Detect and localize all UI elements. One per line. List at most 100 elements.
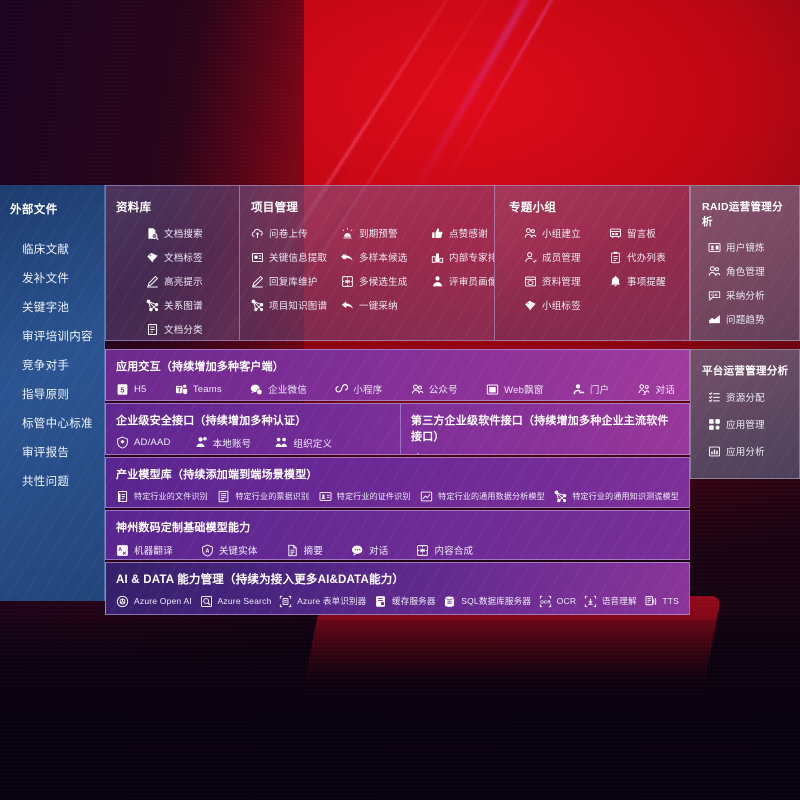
aidata-item-cache-server[interactable]: 缓存服务器 <box>374 595 436 608</box>
digital-item-content-synth[interactable]: 内容合成 <box>416 543 473 557</box>
project-item-questionnaire-upload[interactable]: 问卷上传 <box>251 226 341 240</box>
interaction-item-miniprogram[interactable]: 小程序 <box>335 382 382 396</box>
library-item-graph[interactable]: 关系图谱 <box>146 298 231 312</box>
panel-material-library: 资料库 文档搜索 文档标签 高亮提示 <box>105 185 240 341</box>
sidebar-item-0[interactable]: 临床文献 <box>10 234 96 263</box>
sidebar-item-8[interactable]: 共性问题 <box>10 466 96 495</box>
entity-icon: A <box>201 543 214 557</box>
sidebar-item-1[interactable]: 发补文件 <box>10 263 96 292</box>
item-label: 内容合成 <box>434 546 474 557</box>
group-item-reminder[interactable]: 事项提醒 <box>609 274 681 288</box>
item-label: 高亮提示 <box>164 277 203 288</box>
platform-item-app-analysis[interactable]: 应用分析 <box>708 444 793 458</box>
security-item-local-account[interactable]: 本地账号 <box>195 436 252 450</box>
item-label: 采纳分析 <box>726 291 765 302</box>
digital-item-translate[interactable]: A 机器翻译 <box>116 543 173 557</box>
aidata-item-sql-db[interactable]: SQL数据库服务器 <box>443 595 531 608</box>
digital-item-key-entity[interactable]: A 关键实体 <box>201 543 258 557</box>
sidebar-item-6[interactable]: 标管中心标准 <box>10 408 96 437</box>
raid-item-role-manage[interactable]: 角色管理 <box>708 264 793 278</box>
aidata-item-ocr[interactable]: OCR OCR <box>539 595 577 608</box>
sidebar-item-2[interactable]: 关键字池 <box>10 292 96 321</box>
sidebar-item-3[interactable]: 审评培训内容 <box>10 321 96 350</box>
item-label: 公众号 <box>428 385 458 396</box>
industry-item-receipt[interactable]: 特定行业的票据识别 <box>217 490 309 503</box>
svg-text:OCR: OCR <box>540 599 551 604</box>
security-item-ad-aad[interactable]: AD/AAD <box>116 436 171 449</box>
interaction-item-h5[interactable]: 5 H5 <box>116 383 147 396</box>
project-item-key-info-extract[interactable]: 关键信息提取 <box>251 250 341 264</box>
interaction-item-dialog[interactable]: 对话 <box>638 382 675 396</box>
group-item-todo-list[interactable]: 代办列表 <box>609 250 681 264</box>
item-label: 事项提醒 <box>627 277 666 288</box>
library-item-doc-search[interactable]: 文档搜索 <box>146 226 231 240</box>
item-label: 到期预警 <box>359 229 398 240</box>
group-item-material-manage[interactable]: 资料管理 <box>524 274 609 288</box>
doc-category-icon <box>146 323 159 336</box>
search-doc-icon <box>200 595 213 608</box>
aidata-item-search[interactable]: Azure Search <box>200 595 272 608</box>
sidebar-item-5[interactable]: 指导原则 <box>10 379 96 408</box>
group-item-member-manage[interactable]: 成员管理 <box>524 250 609 264</box>
bar-digital-china-models: 神州数码定制基础模型能力 A 机器翻译 A 关键实体 摘要 对话 <box>105 510 690 560</box>
library-item-doc-tag[interactable]: 文档标签 <box>146 250 231 264</box>
raid-item-user-profile[interactable]: 用户镜炼 <box>708 240 793 254</box>
project-item-thanks[interactable]: 点赞感谢 <box>431 226 494 240</box>
group-item-create[interactable]: 小组建立 <box>524 226 609 240</box>
bar-title: 神州数码定制基础模型能力 <box>116 522 251 534</box>
sidebar-item-4[interactable]: 竞争对手 <box>10 350 96 379</box>
sidebar-item-7[interactable]: 审评报告 <box>10 437 96 466</box>
panel-platform-analysis: 平台运营管理分析 资源分配 应用管理 应用分析 <box>690 349 800 479</box>
project-item-knowledge-graph[interactable]: 项目知识图谱 <box>251 298 341 312</box>
panel-title: 资料库 <box>116 202 152 214</box>
group-item-message-board[interactable]: 留言板 <box>609 226 681 240</box>
aidata-item-openai[interactable]: Azure Open AI <box>116 595 192 608</box>
expand-icon <box>341 275 354 288</box>
platform-item-app-management[interactable]: 应用管理 <box>708 417 793 431</box>
security-item-org-define[interactable]: 组织定义 <box>275 436 332 450</box>
tag-icon <box>524 299 537 312</box>
interaction-item-teams[interactable]: Teams <box>175 383 222 396</box>
project-item-expiry-alert[interactable]: 到期预警 <box>341 226 431 240</box>
industry-item-knowledge-model[interactable]: 特定行业的通用知识测谎模型 <box>554 490 679 503</box>
aidata-item-tts[interactable]: TTS <box>644 595 679 608</box>
item-label: 特定行业的文件识别 <box>134 491 208 501</box>
project-item-reviewer-profile[interactable]: 评审员画像 <box>431 274 494 288</box>
item-label: 门户 <box>589 385 610 396</box>
interaction-item-portal[interactable]: 门户 <box>572 382 609 396</box>
item-label: 一键采纳 <box>359 301 398 312</box>
aidata-item-form-recognizer[interactable]: Azure 表单识别器 <box>279 595 366 608</box>
industry-item-id-card[interactable]: 特定行业的证件识别 <box>319 490 411 503</box>
platform-item-resource-allocation[interactable]: 资源分配 <box>708 390 793 404</box>
item-label: 缓存服务器 <box>392 596 436 607</box>
item-label: 本地账号 <box>212 438 252 450</box>
summary-icon <box>286 544 299 557</box>
project-item-reply-library[interactable]: 回复库维护 <box>251 274 341 288</box>
library-item-doc-category[interactable]: 文档分类 <box>146 322 231 336</box>
digital-item-chat[interactable]: 对话 <box>351 543 388 557</box>
interaction-item-web-window[interactable]: Web飘窗 <box>486 382 543 396</box>
digital-item-summary[interactable]: 摘要 <box>286 543 323 557</box>
raid-item-adoption-analysis[interactable]: QA 采纳分析 <box>708 288 793 302</box>
library-item-highlight[interactable]: 高亮提示 <box>146 274 231 288</box>
industry-item-data-analysis[interactable]: 特定行业的通用数据分析模型 <box>420 490 545 503</box>
project-item-expert-ranking[interactable]: 内部专家排名 <box>431 250 494 264</box>
thirdparty-item-api-designer[interactable]: API自动化设计器 <box>411 452 503 454</box>
item-label: 资源分配 <box>726 393 765 404</box>
group-add-icon <box>524 227 537 240</box>
raid-item-issue-trend[interactable]: 问题趋势 <box>708 312 793 326</box>
project-item-one-click-adopt[interactable]: 一键采纳 <box>341 298 431 312</box>
item-label: 摘要 <box>303 546 324 557</box>
sidebar-item-label: 共性问题 <box>22 475 70 488</box>
aidata-item-speech[interactable]: 语音理解 <box>584 595 637 608</box>
project-item-multi-sample[interactable]: 多样本候选 <box>341 250 431 264</box>
interaction-item-wechat-work[interactable]: 企业微信 <box>250 382 307 396</box>
interaction-item-official-account[interactable]: 公众号 <box>411 382 458 396</box>
item-label: 用户镜炼 <box>726 243 765 254</box>
project-item-multi-candidate[interactable]: 多候选生成 <box>341 274 431 288</box>
receipt-icon <box>217 490 230 503</box>
industry-item-file-recognize[interactable]: 特定行业的文件识别 <box>116 490 208 503</box>
speech-icon <box>584 595 597 608</box>
group-item-tag[interactable]: 小组标签 <box>524 298 609 312</box>
architecture-board: 外部文件 临床文献 发补文件 关键字池 审评培训内容 竞争对手 指导原则 标管中… <box>0 185 800 615</box>
